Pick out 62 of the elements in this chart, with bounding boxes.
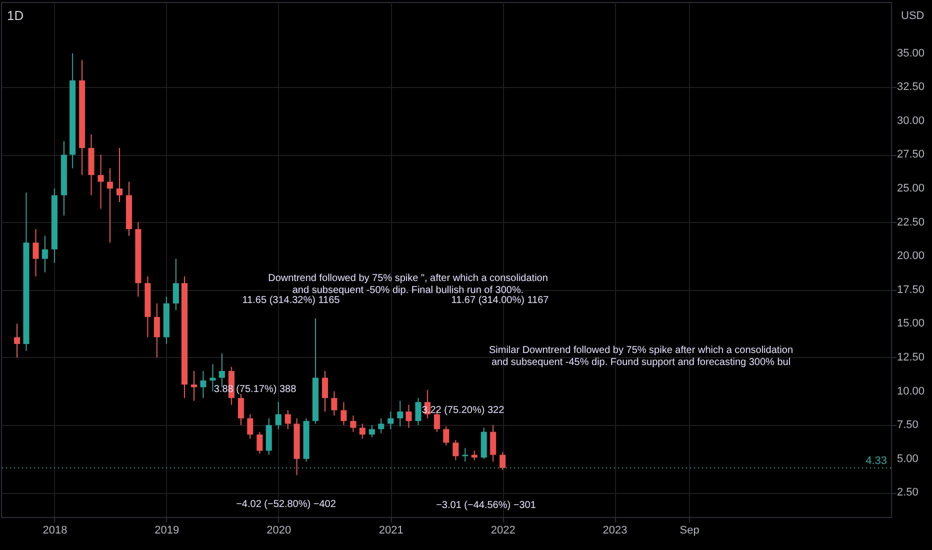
y-tick-label: 10.00 bbox=[897, 385, 925, 398]
annotation: −4.02 (−52.80%) −402 bbox=[236, 499, 336, 510]
y-tick-label: 7.50 bbox=[897, 419, 918, 432]
candlestick bbox=[322, 370, 328, 412]
annotation: 11.67 (314.00%) 1167 bbox=[451, 295, 550, 306]
y-tick-label: 20.00 bbox=[897, 250, 925, 262]
x-tick-label: 2022 bbox=[490, 524, 516, 536]
x-tick-label: 2021 bbox=[378, 524, 404, 536]
candlestick bbox=[42, 235, 48, 273]
candlestick bbox=[388, 411, 394, 430]
candlestick bbox=[275, 402, 282, 430]
annotation: Similar Downtrend followed by 75% spike after which a consolidation and subsequent -45% dip. Found support and forecasting 300% bul bbox=[488, 345, 794, 368]
candlestick bbox=[331, 390, 338, 416]
candlestick bbox=[256, 431, 263, 454]
x-tick-label: 2023 bbox=[602, 524, 628, 536]
y-tick-label: 17.50 bbox=[897, 284, 925, 296]
candlestick bbox=[210, 364, 216, 392]
candlestick bbox=[191, 370, 198, 402]
y-tick-label: 32.50 bbox=[897, 81, 925, 94]
annotation: 11.65 (314.32%) 1165 bbox=[242, 295, 340, 306]
x-tick-label: 2018 bbox=[42, 524, 68, 536]
candlestick bbox=[14, 323, 20, 358]
candlestick bbox=[98, 154, 104, 210]
y-tick-label: 2.50 bbox=[897, 486, 918, 499]
y-tick-label: 22.50 bbox=[897, 216, 925, 228]
candlestick bbox=[284, 410, 291, 430]
candlestick bbox=[368, 424, 375, 438]
candlestick bbox=[500, 452, 506, 470]
candlestick bbox=[443, 426, 450, 446]
x-tick-label: 2020 bbox=[266, 524, 292, 536]
ref-line-label: 4.33 bbox=[866, 454, 887, 467]
annotation: Downtrend followed by 75% spike ", after which a consolidation and subsequent -50% dip. Final bullish run of 300%. bbox=[268, 273, 548, 296]
candlestick bbox=[406, 404, 412, 428]
y-tick-label: 35.00 bbox=[897, 47, 925, 60]
candlestick bbox=[154, 302, 160, 358]
candlestick bbox=[116, 147, 122, 203]
y-tick-label: 25.00 bbox=[897, 182, 925, 195]
x-tick-label: Sep bbox=[680, 524, 700, 536]
candlestick bbox=[471, 450, 478, 461]
y-tick-label: 15.00 bbox=[897, 318, 925, 330]
x-tick-label: 2019 bbox=[154, 524, 180, 536]
y-tick-label: 27.50 bbox=[897, 148, 925, 161]
candlestick bbox=[172, 258, 179, 311]
candlestick bbox=[378, 418, 384, 434]
chart-title: 1D bbox=[7, 8, 24, 23]
y-tick-label: 12.50 bbox=[897, 352, 925, 364]
candlestick bbox=[340, 402, 347, 426]
candlestick bbox=[397, 400, 404, 427]
candlestick bbox=[32, 228, 39, 277]
candlestick bbox=[415, 398, 422, 426]
text: USD bbox=[901, 10, 924, 22]
y-tick-label: 30.00 bbox=[897, 114, 925, 127]
candlestick bbox=[200, 370, 206, 399]
candlestick bbox=[247, 414, 254, 440]
candlestick bbox=[350, 415, 356, 432]
candlestick bbox=[452, 439, 459, 461]
annotation: −3.01 (−44.56%) −301 bbox=[436, 500, 536, 511]
candlestick bbox=[359, 423, 366, 440]
candlestick bbox=[490, 424, 496, 462]
y-tick-label: 5.00 bbox=[897, 452, 918, 465]
candlestick bbox=[106, 168, 113, 244]
candlestick bbox=[238, 393, 244, 426]
